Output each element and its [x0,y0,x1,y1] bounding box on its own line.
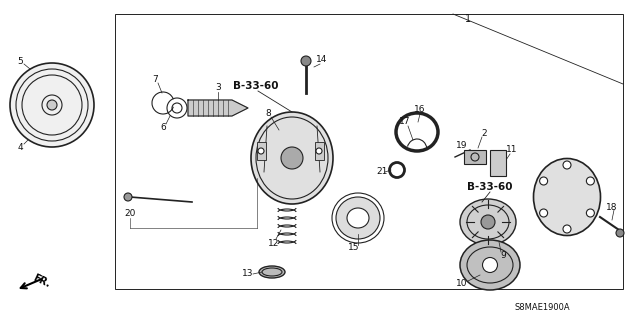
Circle shape [10,63,94,147]
Text: 2: 2 [481,129,487,137]
Circle shape [258,148,264,154]
Text: 15: 15 [348,243,360,253]
Ellipse shape [281,147,303,169]
Bar [115,14,623,289]
Circle shape [616,229,624,237]
Ellipse shape [460,240,520,290]
Text: 10: 10 [456,278,468,287]
Text: 19: 19 [456,140,468,150]
Text: 3: 3 [215,84,221,93]
Circle shape [301,56,311,66]
Ellipse shape [481,215,495,229]
Text: 6: 6 [160,123,166,132]
Text: 9: 9 [500,251,506,261]
Circle shape [563,161,571,169]
Ellipse shape [534,159,600,235]
Circle shape [47,100,57,110]
Circle shape [586,177,595,185]
Text: B-33-60: B-33-60 [467,182,513,192]
Ellipse shape [483,257,497,272]
Circle shape [563,225,571,233]
Text: 13: 13 [243,270,253,278]
Polygon shape [188,100,248,116]
Circle shape [124,193,132,201]
Bar [315,142,324,160]
Text: 14: 14 [316,56,328,64]
Text: 17: 17 [399,117,411,127]
Ellipse shape [251,112,333,204]
Circle shape [316,148,322,154]
Text: 18: 18 [606,203,618,211]
Text: S8MAE1900A: S8MAE1900A [514,303,570,313]
Text: FR.: FR. [32,273,52,289]
Bar [257,142,266,160]
Text: 5: 5 [17,57,23,66]
Text: B-33-60: B-33-60 [233,81,279,91]
Circle shape [540,209,548,217]
Bar [490,150,506,176]
Ellipse shape [460,199,516,245]
Text: 8: 8 [265,108,271,117]
Text: 1: 1 [465,14,471,24]
Ellipse shape [347,208,369,228]
Circle shape [586,209,595,217]
Bar [464,150,486,164]
Text: 16: 16 [414,106,426,115]
Text: 12: 12 [268,239,280,248]
Text: 7: 7 [152,76,158,85]
Text: 21: 21 [376,167,388,176]
Ellipse shape [557,187,577,207]
Text: 4: 4 [17,144,23,152]
Ellipse shape [259,266,285,278]
Text: 20: 20 [124,210,136,219]
Circle shape [540,177,548,185]
Text: 11: 11 [506,145,518,154]
Ellipse shape [336,197,380,239]
